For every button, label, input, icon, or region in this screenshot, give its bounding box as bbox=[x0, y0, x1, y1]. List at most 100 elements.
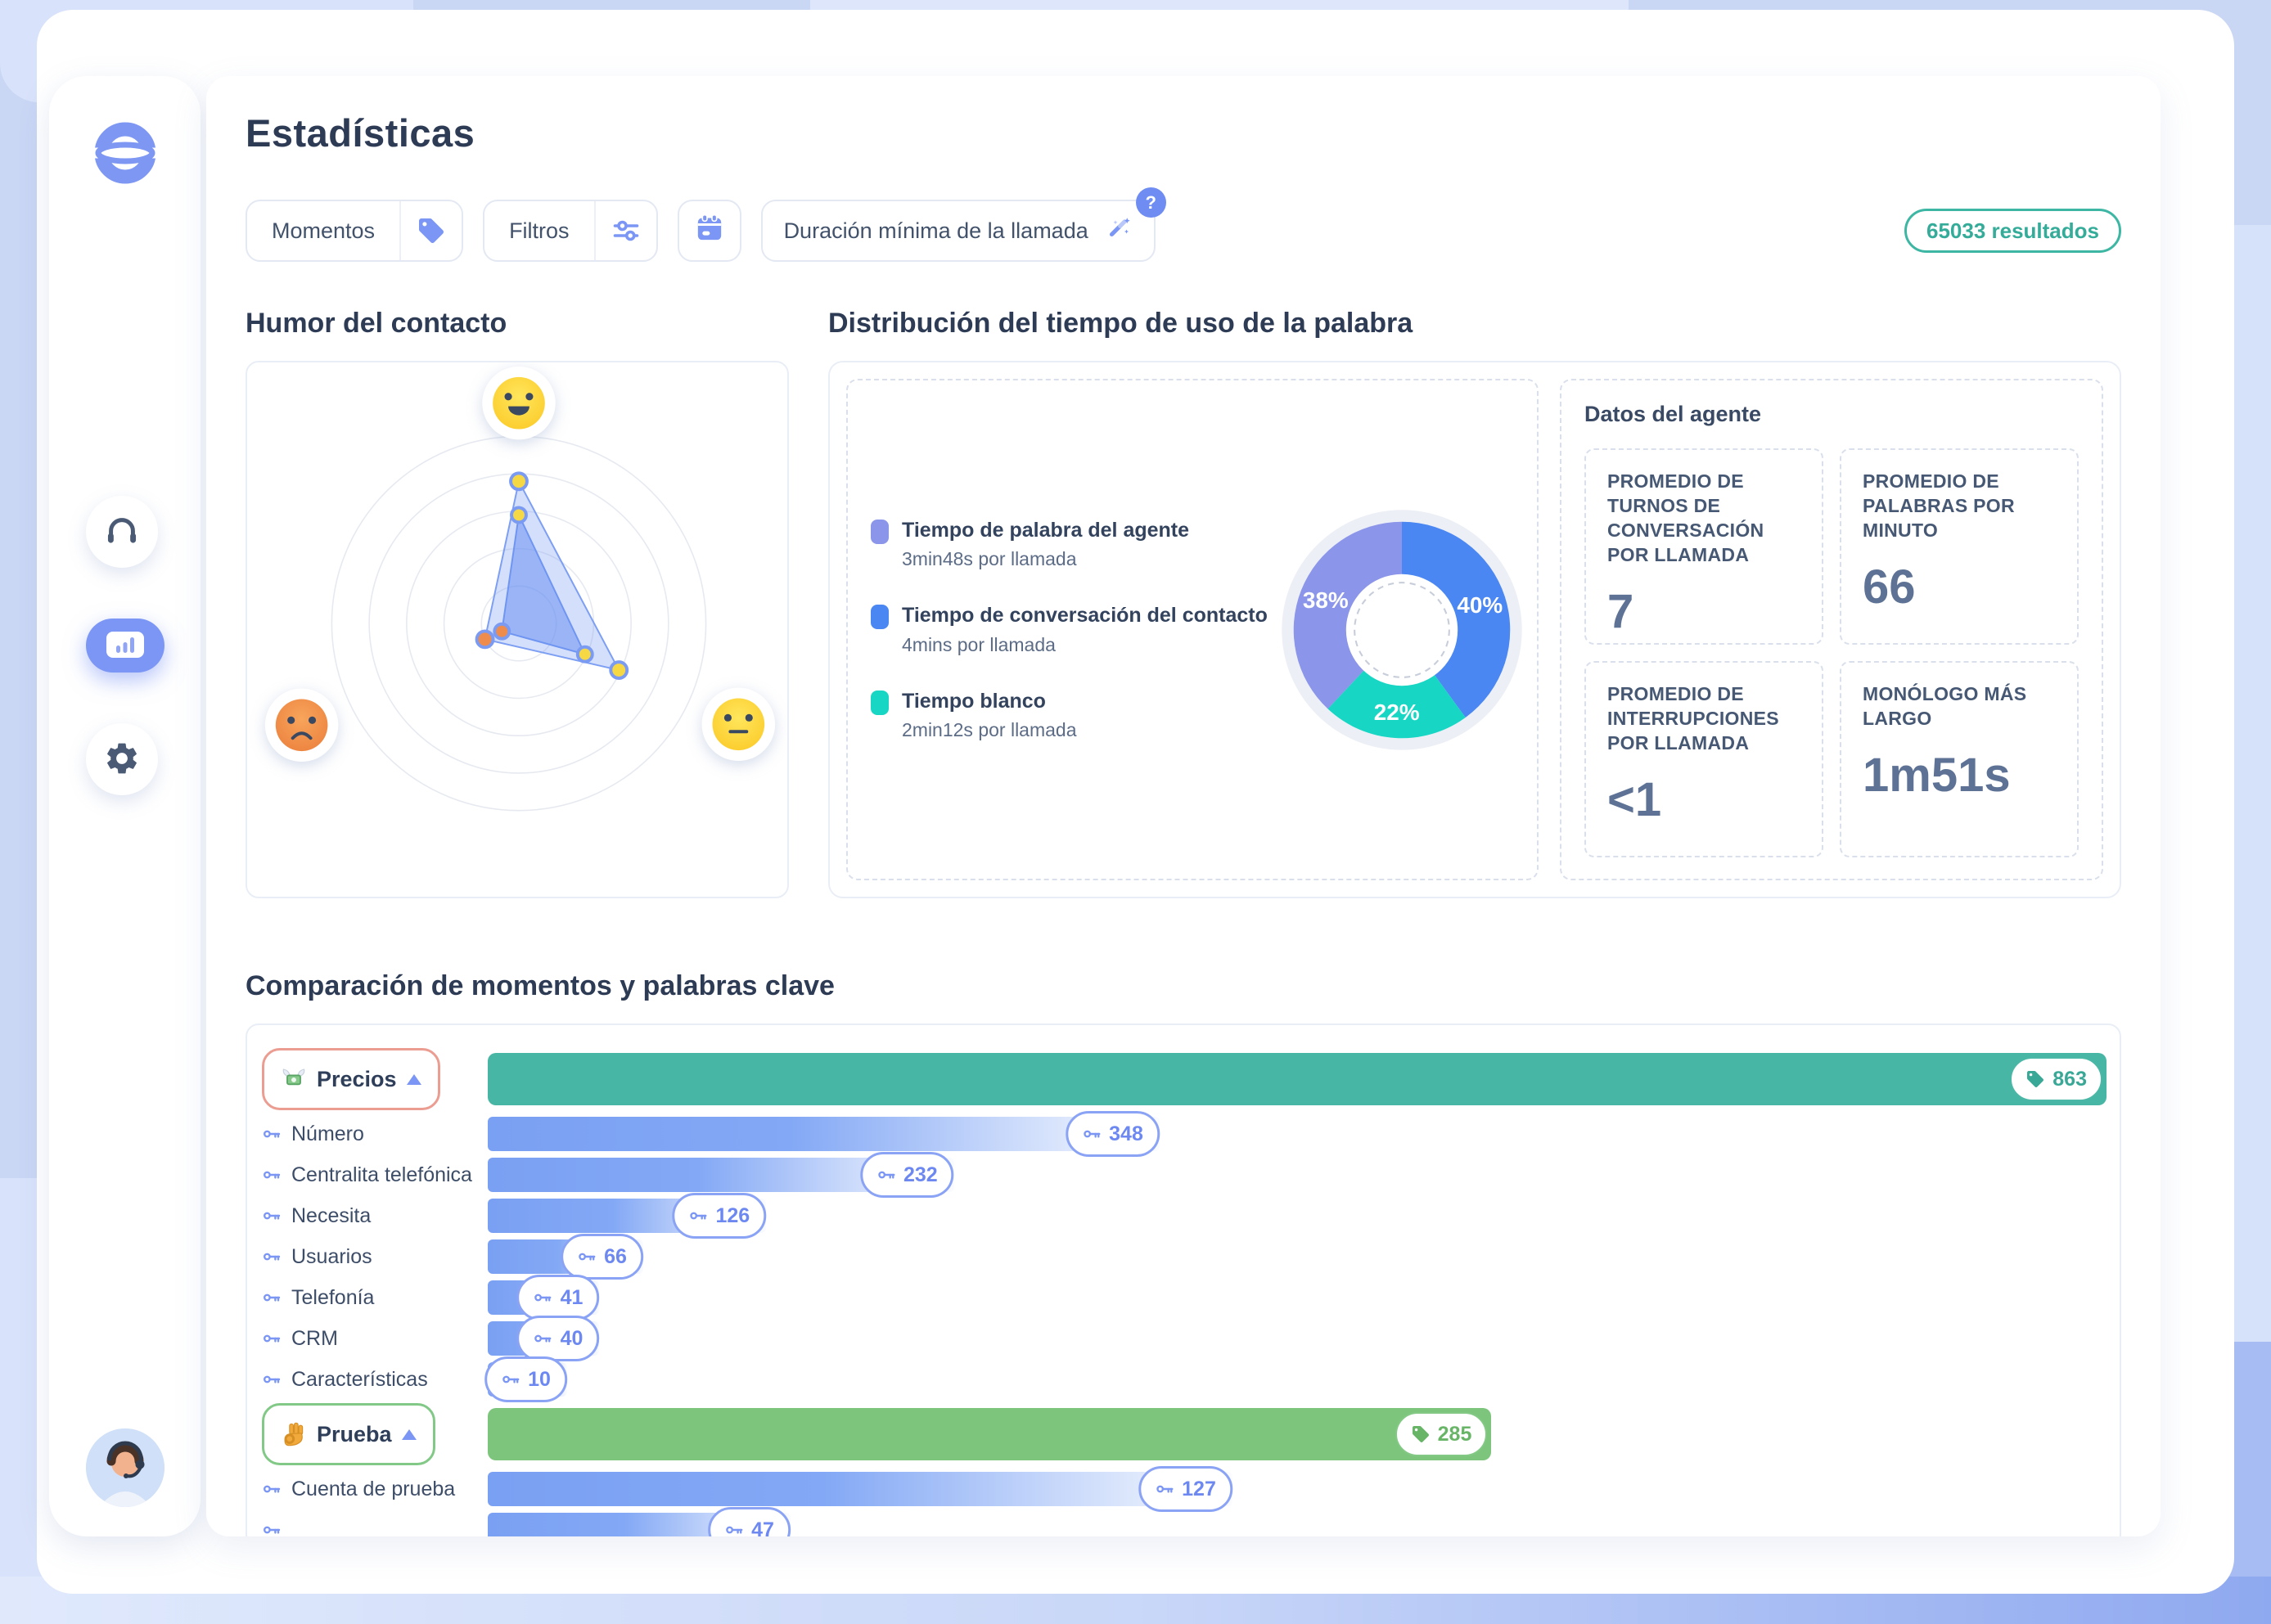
legend-sublabel: 2min12s por llamada bbox=[902, 718, 1077, 740]
duracion-minima-filter-button[interactable]: Duración mínima de la llamada ? bbox=[760, 187, 1166, 262]
key-icon bbox=[264, 1212, 281, 1220]
key-icon bbox=[264, 1375, 281, 1383]
bar-track: 285 bbox=[488, 1400, 2107, 1469]
agent-stat-value: 7 bbox=[1607, 584, 1634, 638]
key-icon bbox=[264, 1526, 281, 1534]
legend-label: Tiempo de palabra del agente bbox=[902, 519, 1190, 542]
keyword-row: Características 10 bbox=[262, 1356, 2107, 1402]
sidebar bbox=[49, 76, 201, 1536]
key-icon bbox=[264, 1130, 281, 1138]
bar-track: 66 bbox=[488, 1234, 2107, 1280]
key-icon bbox=[264, 1171, 281, 1179]
legend-swatch bbox=[871, 520, 889, 545]
momentos-filter-button[interactable]: Momentos bbox=[246, 200, 464, 262]
bar: 47 bbox=[488, 1507, 791, 1536]
legend-sublabel: 3min48s por llamada bbox=[902, 548, 1077, 570]
filtros-filter-button[interactable]: Filtros bbox=[483, 200, 658, 262]
sidebar-nav bbox=[85, 496, 164, 795]
nav-calls-button[interactable] bbox=[85, 496, 158, 568]
keyword-label: CRM bbox=[262, 1327, 473, 1351]
donut-percent-label: 40% bbox=[1457, 592, 1503, 617]
tag-icon bbox=[2027, 1071, 2044, 1087]
key-icon bbox=[579, 1253, 596, 1261]
headphones-icon bbox=[103, 512, 141, 552]
radar-point bbox=[609, 660, 629, 680]
agent-stat-value: <1 bbox=[1607, 772, 1662, 826]
keyword-label: Telefonía bbox=[262, 1286, 473, 1310]
main-panel: Estadísticas Momentos Filtros bbox=[206, 76, 2161, 1536]
agent-stat-label: PROMEDIO DE INTERRUPCIONES POR LLAMADA bbox=[1607, 683, 1779, 754]
mood-title: Humor del contacto bbox=[246, 308, 507, 339]
filter-bar: Momentos Filtros bbox=[246, 187, 2121, 262]
happy-face bbox=[482, 366, 556, 440]
bar-track: 40 bbox=[488, 1316, 2107, 1361]
talk-time-card: Tiempo de palabra del agente 3min48s por … bbox=[846, 379, 1539, 880]
distribution-title: Distribución del tiempo de uso de la pal… bbox=[828, 308, 1413, 339]
sliders-icon bbox=[593, 201, 656, 260]
key-icon bbox=[502, 1375, 520, 1383]
neutral-face bbox=[701, 687, 776, 762]
legend-swatch bbox=[871, 605, 889, 630]
key-icon bbox=[726, 1526, 743, 1534]
radar-series-serie-interior bbox=[501, 512, 587, 656]
agent-stats-grid: PROMEDIO DE TURNOS DE CONVERSACIÓN POR L… bbox=[1584, 448, 2079, 857]
bar: 41 bbox=[488, 1275, 600, 1320]
bar: 127 bbox=[488, 1466, 1232, 1512]
bar: 348 bbox=[488, 1111, 1160, 1157]
key-icon bbox=[534, 1293, 552, 1302]
moment-chip[interactable]: Prueba bbox=[262, 1403, 435, 1465]
value-badge: 232 bbox=[859, 1152, 954, 1198]
keyword-label: Centralita telefónica bbox=[262, 1163, 473, 1187]
comparison-title: Comparación de momentos y palabras clave bbox=[246, 970, 835, 1001]
bar: 66 bbox=[488, 1234, 643, 1280]
nav-statistics-button[interactable] bbox=[85, 619, 164, 673]
bar-track: 127 bbox=[488, 1466, 2107, 1512]
moment-chip-label: Prueba bbox=[317, 1421, 392, 1446]
keyword-row: Necesita 126 bbox=[262, 1193, 2107, 1239]
keyword-label-text: Usuarios bbox=[291, 1244, 372, 1268]
moment-chip-label: Precios bbox=[317, 1066, 397, 1091]
legend-item: Tiempo de palabra del agente 3min48s por … bbox=[871, 518, 1268, 570]
agent-stat-label: PROMEDIO DE TURNOS DE CONVERSACIÓN POR L… bbox=[1607, 470, 1764, 565]
nav-settings-button[interactable] bbox=[85, 723, 158, 795]
user-avatar[interactable] bbox=[85, 1428, 164, 1507]
key-icon bbox=[264, 1485, 281, 1493]
moment-label: Prueba bbox=[262, 1403, 473, 1465]
bar-track: 41 bbox=[488, 1275, 2107, 1320]
keyword-label: Necesita bbox=[262, 1204, 473, 1228]
keyword-label-text: Cuenta de prueba bbox=[291, 1477, 456, 1500]
keyword-label-text: Telefonía bbox=[291, 1285, 375, 1309]
value-badge: 285 bbox=[1395, 1412, 1488, 1456]
agent-stat-value: 1m51s bbox=[1863, 748, 2011, 802]
mood-section: Humor del contacto bbox=[246, 308, 789, 898]
value-badge: 41 bbox=[516, 1275, 600, 1320]
keyword-row: Centralita telefónica 232 bbox=[262, 1152, 2107, 1198]
agent-stat-value: 66 bbox=[1863, 560, 1916, 614]
tag-icon bbox=[1412, 1426, 1429, 1442]
collapse-icon bbox=[406, 1073, 421, 1085]
keyword-label bbox=[262, 1520, 473, 1536]
radar-point bbox=[510, 506, 528, 524]
radar-point bbox=[475, 629, 495, 650]
keyword-label: Número bbox=[262, 1122, 473, 1146]
help-badge[interactable]: ? bbox=[1135, 187, 1166, 218]
moment-chip[interactable]: Precios bbox=[262, 1048, 440, 1110]
agent-stat-label: PROMEDIO DE PALABRAS POR MINUTO bbox=[1863, 470, 2015, 541]
calendar-filter-button[interactable] bbox=[677, 200, 741, 262]
agent-data-panel: Datos del agente PROMEDIO DE TURNOS DE C… bbox=[1560, 379, 2103, 880]
radar-point bbox=[575, 645, 594, 664]
keyword-label-text: CRM bbox=[291, 1326, 338, 1350]
talk-time-donut-chart: 40% 22% 38% bbox=[1282, 509, 1522, 750]
distribution-card: Tiempo de palabra del agente 3min48s por … bbox=[828, 361, 2121, 898]
legend-sublabel: 4mins por llamada bbox=[902, 633, 1056, 655]
key-icon bbox=[264, 1334, 281, 1343]
collapse-icon bbox=[401, 1428, 417, 1440]
filtros-label: Filtros bbox=[509, 218, 570, 243]
key-icon bbox=[877, 1171, 895, 1179]
bar-track: 348 bbox=[488, 1111, 2107, 1157]
legend-swatch bbox=[871, 690, 889, 715]
legend-item: Tiempo de conversación del contacto 4mins… bbox=[871, 603, 1268, 655]
mood-radar-card bbox=[246, 361, 789, 898]
agent-stat-card: PROMEDIO DE TURNOS DE CONVERSACIÓN POR L… bbox=[1584, 448, 1823, 645]
